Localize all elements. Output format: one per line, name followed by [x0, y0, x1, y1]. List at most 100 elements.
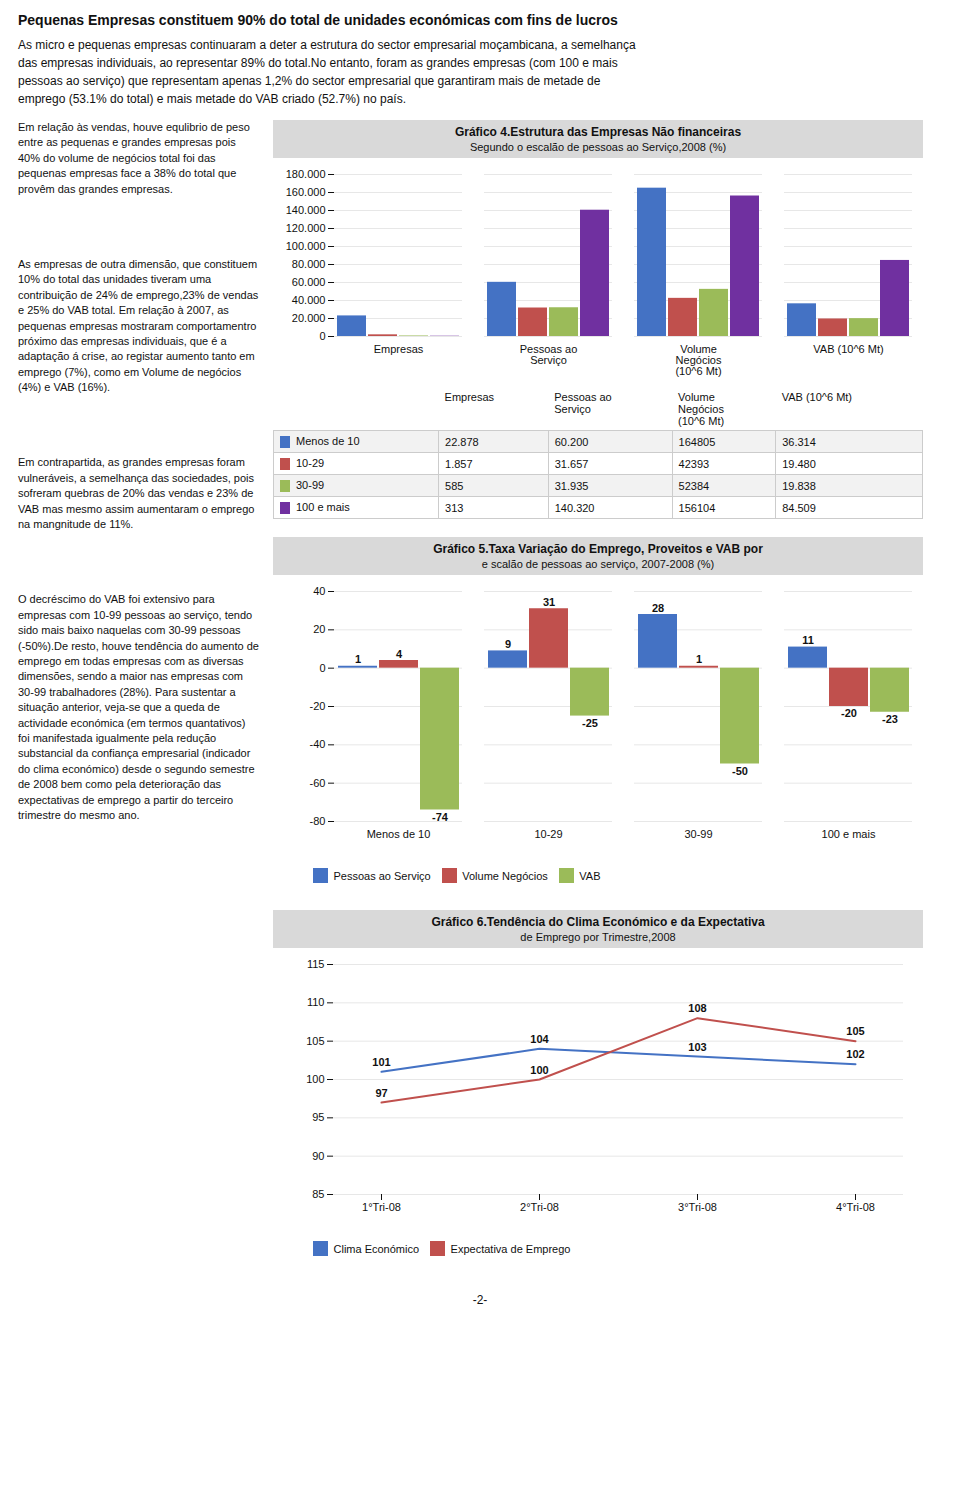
- html-text:156104: 156104: [678, 501, 716, 514]
- svg-text:9: 9: [505, 638, 511, 650]
- svg-text:103: 103: [688, 1041, 706, 1053]
- html-text:VAB: VAB: [579, 869, 601, 882]
- svg-text:20: 20: [313, 624, 325, 636]
- svg-text:4: 4: [396, 648, 403, 660]
- html-text:O decréscimo do VAB foi extens: O decréscimo do VAB foi extensivo para e…: [18, 593, 259, 821]
- svg-text:105: 105: [306, 1035, 324, 1047]
- svg-text:-20: -20: [310, 700, 326, 712]
- html-text:Empresas: Empresas: [444, 391, 495, 403]
- html-text:31.657: 31.657: [554, 457, 589, 470]
- html-text:-2-: -2-: [472, 1293, 488, 1308]
- svg-text:1°Tri-08: 1°Tri-08: [362, 1202, 401, 1214]
- html-text:1.857: 1.857: [445, 457, 473, 470]
- svg-text:85: 85: [312, 1188, 324, 1200]
- html-text:60.200: 60.200: [554, 435, 589, 448]
- svg-text:-23: -23: [882, 713, 898, 725]
- svg-text:40.000: 40.000: [292, 294, 326, 306]
- html-text:Em contrapartida, as grandes e: Em contrapartida, as grandes empresas fo…: [18, 456, 255, 530]
- svg-text:20.000: 20.000: [292, 312, 326, 324]
- html-text:Clima Económico: Clima Económico: [333, 1242, 420, 1255]
- svg-text:-20: -20: [841, 708, 857, 720]
- svg-text:100: 100: [530, 1064, 548, 1076]
- svg-text:105: 105: [846, 1026, 864, 1038]
- html-text:31.935: 31.935: [554, 479, 589, 492]
- svg-text:100 e mais: 100 e mais: [822, 829, 876, 841]
- html-text:19.480: 19.480: [782, 457, 816, 470]
- html-text:84.509: 84.509: [782, 501, 816, 514]
- html-text:Gráfico 4.Estrutura das Empres: Gráfico 4.Estrutura das Empresas Não fin…: [454, 125, 742, 139]
- svg-text:1: 1: [355, 654, 361, 666]
- svg-text:30-99: 30-99: [684, 829, 712, 841]
- html-text:22.878: 22.878: [445, 435, 479, 448]
- svg-text:60.000: 60.000: [292, 276, 326, 288]
- svg-text:-60: -60: [310, 777, 326, 789]
- html-text:Volume Negócios (10^6 Mt): Volume Negócios (10^6 Mt): [678, 391, 725, 427]
- svg-text:11: 11: [802, 634, 814, 646]
- svg-text:Pessoas aoServiço: Pessoas aoServiço: [520, 343, 577, 366]
- svg-text:0: 0: [319, 662, 325, 674]
- html-text:Pessoas ao Serviço: Pessoas ao Serviço: [554, 391, 612, 415]
- html-text:Volume Negócios: Volume Negócios: [462, 869, 548, 882]
- html-text:emprego (53.1% do total) e mai: emprego (53.1% do total) e mais metade d…: [18, 92, 406, 106]
- html-text:30-99: 30-99: [296, 479, 325, 492]
- html-text:Gráfico 6.Tendência do Clima E: Gráfico 6.Tendência do Clima Económico e…: [431, 915, 765, 930]
- svg-text:40: 40: [313, 585, 325, 597]
- svg-text:Empresas: Empresas: [374, 343, 424, 355]
- html-text:Pequenas Empresas constituem 9: Pequenas Empresas constituem 90% do tota…: [18, 12, 618, 28]
- svg-text:97: 97: [375, 1087, 387, 1099]
- svg-text:160.000: 160.000: [286, 186, 326, 198]
- html-text:164805: 164805: [678, 435, 716, 448]
- svg-text:31: 31: [543, 596, 555, 608]
- svg-text:100: 100: [306, 1073, 324, 1085]
- svg-text:10-29: 10-29: [534, 829, 562, 841]
- svg-text:0: 0: [319, 330, 325, 342]
- svg-text:102: 102: [846, 1049, 864, 1061]
- svg-text:108: 108: [688, 1003, 706, 1015]
- svg-text:120.000: 120.000: [286, 222, 326, 234]
- html-text:VAB (10^6 Mt): VAB (10^6 Mt): [781, 391, 852, 403]
- svg-text:VAB (10^6 Mt): VAB (10^6 Mt): [813, 343, 883, 355]
- svg-text:101: 101: [372, 1056, 390, 1068]
- html-text:36.314: 36.314: [782, 435, 816, 448]
- html-text:313: 313: [445, 501, 464, 514]
- svg-text:95: 95: [312, 1112, 324, 1124]
- html-text:e scalão de pessoas ao serviço: e scalão de pessoas ao serviço, 2007-200…: [481, 558, 715, 571]
- html-text:As micro e pequenas empresas c: As micro e pequenas empresas continuaram…: [18, 38, 636, 52]
- svg-text:80.000: 80.000: [292, 258, 326, 270]
- svg-text:VolumeNegócios(10^6 Mt): VolumeNegócios(10^6 Mt): [675, 343, 721, 377]
- html-text:das empresas individuais, ao r: das empresas individuais, ao representar…: [18, 56, 618, 70]
- svg-text:-74: -74: [432, 811, 449, 823]
- html-text:42393: 42393: [678, 457, 710, 470]
- html-text:pessoas ao serviço) que repres: pessoas ao serviço) que representam apen…: [18, 74, 601, 88]
- html-text:Gráfico 5.Taxa Variação do Emp: Gráfico 5.Taxa Variação do Emprego, Prov…: [433, 542, 763, 557]
- svg-text:100.000: 100.000: [286, 240, 326, 252]
- html-text:585: 585: [445, 479, 464, 492]
- svg-text:110: 110: [307, 997, 325, 1009]
- svg-text:-50: -50: [732, 765, 748, 777]
- svg-text:28: 28: [652, 602, 664, 614]
- svg-text:2°Tri-08: 2°Tri-08: [520, 1202, 559, 1214]
- svg-text:180.000: 180.000: [286, 168, 326, 180]
- html-text:140.320: 140.320: [554, 501, 595, 514]
- html-text:Em relação às vendas, houve eq: Em relação às vendas, houve equlibrio de…: [18, 121, 250, 195]
- html-text:Pessoas ao Serviço: Pessoas ao Serviço: [333, 869, 431, 882]
- svg-text:90: 90: [312, 1150, 324, 1162]
- html-text:Segundo o escalão de pessoas a: Segundo o escalão de pessoas ao Serviço,…: [469, 141, 727, 153]
- svg-text:Menos de 10: Menos de 10: [367, 829, 431, 841]
- html-text:As empresas de outra dimensão,: As empresas de outra dimensão, que const…: [18, 258, 259, 394]
- svg-text:-80: -80: [310, 815, 326, 827]
- svg-text:115: 115: [307, 958, 325, 970]
- svg-text:4°Tri-08: 4°Tri-08: [836, 1202, 875, 1214]
- html-text:de Emprego por Trimestre,2008: de Emprego por Trimestre,2008: [520, 931, 676, 944]
- html-text:10-29: 10-29: [296, 457, 325, 470]
- svg-text:3°Tri-08: 3°Tri-08: [678, 1202, 717, 1214]
- html-text:Expectativa de Emprego: Expectativa de Emprego: [450, 1242, 571, 1255]
- html-text:100 e mais: 100 e mais: [296, 501, 350, 514]
- svg-text:104: 104: [530, 1033, 549, 1045]
- svg-text:1: 1: [696, 654, 702, 666]
- svg-text:-25: -25: [582, 717, 598, 729]
- html-text:19.838: 19.838: [782, 479, 816, 492]
- svg-text:-40: -40: [310, 739, 326, 751]
- html-text:52384: 52384: [678, 479, 710, 492]
- svg-text:140.000: 140.000: [286, 204, 326, 216]
